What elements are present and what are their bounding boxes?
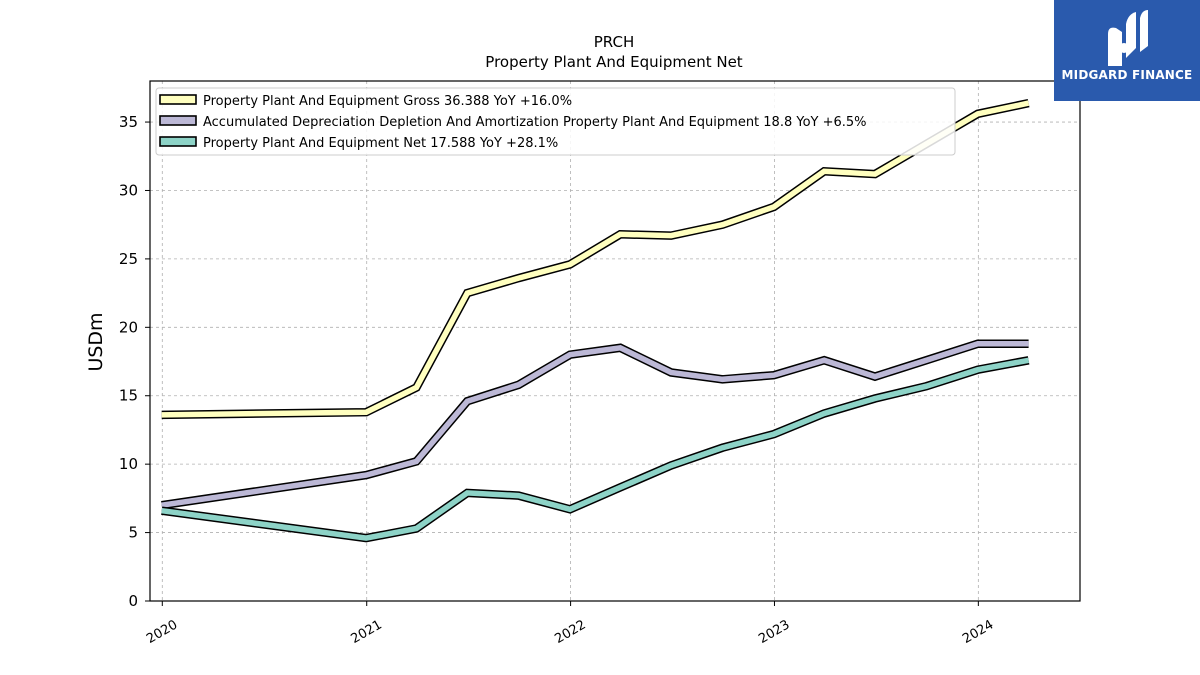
legend-box xyxy=(155,87,956,156)
legend-swatch xyxy=(159,136,197,147)
x-tick-label: 2022 xyxy=(552,617,588,647)
series-2-line xyxy=(161,339,1029,510)
series-line xyxy=(161,340,1029,508)
series-line-outline xyxy=(161,356,1030,543)
legend-swatch xyxy=(159,94,197,105)
x-tick-label: 2020 xyxy=(144,617,180,647)
y-tick-label: 30 xyxy=(119,181,138,199)
chart-subtitle: Property Plant And Equipment Net xyxy=(485,53,742,71)
y-tick-label: 10 xyxy=(119,455,138,473)
series-lines xyxy=(161,98,1030,543)
chart-title: PRCH xyxy=(594,33,634,51)
axes: 0 5 10 15 20 25 30 35 2020 2021 2022 2023 2024 xyxy=(119,113,996,647)
y-tick-label: 20 xyxy=(119,318,138,336)
x-tick-label: 2023 xyxy=(756,617,792,647)
legend-swatch xyxy=(159,115,197,126)
plot-frame xyxy=(149,80,1081,602)
x-tick-label: 2024 xyxy=(960,617,996,647)
y-tick-label: 15 xyxy=(119,387,138,405)
legend-entry-label: Accumulated Depreciation Depletion And A… xyxy=(203,115,867,130)
y-tick-label: 5 xyxy=(128,524,138,542)
legend-entry-label: Property Plant And Equipment Gross 36.38… xyxy=(203,94,572,109)
y-tick-label: 25 xyxy=(119,250,138,268)
legend: Property Plant And Equipment Gross 36.38… xyxy=(155,87,956,156)
series-line xyxy=(161,357,1030,541)
y-tick-label: 0 xyxy=(128,592,138,610)
logo-text: MIDGARD FINANCE xyxy=(1061,68,1193,82)
y-tick-label: 35 xyxy=(119,113,138,131)
legend-entry-label: Property Plant And Equipment Net 17.588 … xyxy=(203,136,558,151)
grid xyxy=(150,81,1080,602)
midgard-finance-logo: MIDGARD FINANCE xyxy=(1054,0,1200,101)
y-axis-label: USDm xyxy=(85,312,107,371)
series-3-line xyxy=(161,356,1030,543)
x-tick-label: 2021 xyxy=(349,617,385,647)
logo-mark-icon xyxy=(1108,10,1148,67)
